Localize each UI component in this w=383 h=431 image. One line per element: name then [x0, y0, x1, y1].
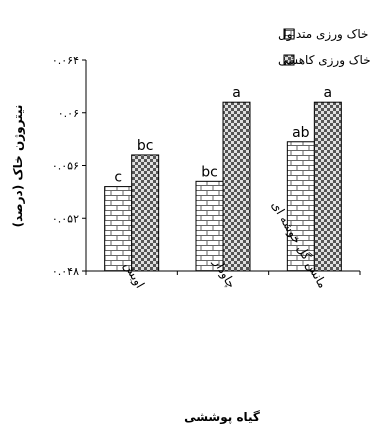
y-axis-title: نیتروژن خاک (درصد)	[11, 105, 26, 228]
legend: خاک ورزی متداول خاک ورزی کاهشی	[278, 27, 371, 68]
y-tick-label: ۰.۰۵۶	[52, 160, 79, 173]
bar-label: bc	[137, 138, 154, 154]
legend-swatch-series-1	[283, 54, 295, 66]
bar-series-1-0	[131, 154, 160, 272]
bar-label: a	[232, 85, 241, 101]
bar-series-1-2	[313, 101, 342, 272]
bar-label: c	[114, 170, 122, 186]
y-tick-label: ۰.۰۶۴	[52, 54, 79, 67]
bar-series-0-1	[195, 180, 224, 272]
y-tick-label: ۰.۰۵۲	[52, 212, 79, 225]
bar-series-0-2	[286, 141, 315, 272]
y-axis: ۰.۰۴۸ ۰.۰۵۲ ۰.۰۵۶ ۰.۰۶ ۰.۰۶۴	[52, 54, 87, 278]
legend-label-series-1: خاک ورزی کاهشی	[278, 53, 371, 68]
y-tick-label: ۰.۰۴۸	[52, 265, 79, 278]
bar-label: bc	[201, 164, 218, 180]
bar-series-0-0	[104, 186, 133, 272]
bar-label: ab	[292, 125, 310, 141]
y-tick-label: ۰.۰۶	[58, 107, 79, 120]
bar-label: a	[324, 85, 333, 101]
legend-item-series-0: خاک ورزی متداول	[278, 27, 368, 42]
legend-item-series-1: خاک ورزی کاهشی	[278, 53, 371, 68]
legend-swatch-series-0	[283, 28, 295, 40]
x-axis-title: گیاه پوششی	[184, 410, 260, 425]
legend-label-series-0: خاک ورزی متداول	[278, 27, 368, 42]
bar-series-1-1	[222, 101, 251, 272]
